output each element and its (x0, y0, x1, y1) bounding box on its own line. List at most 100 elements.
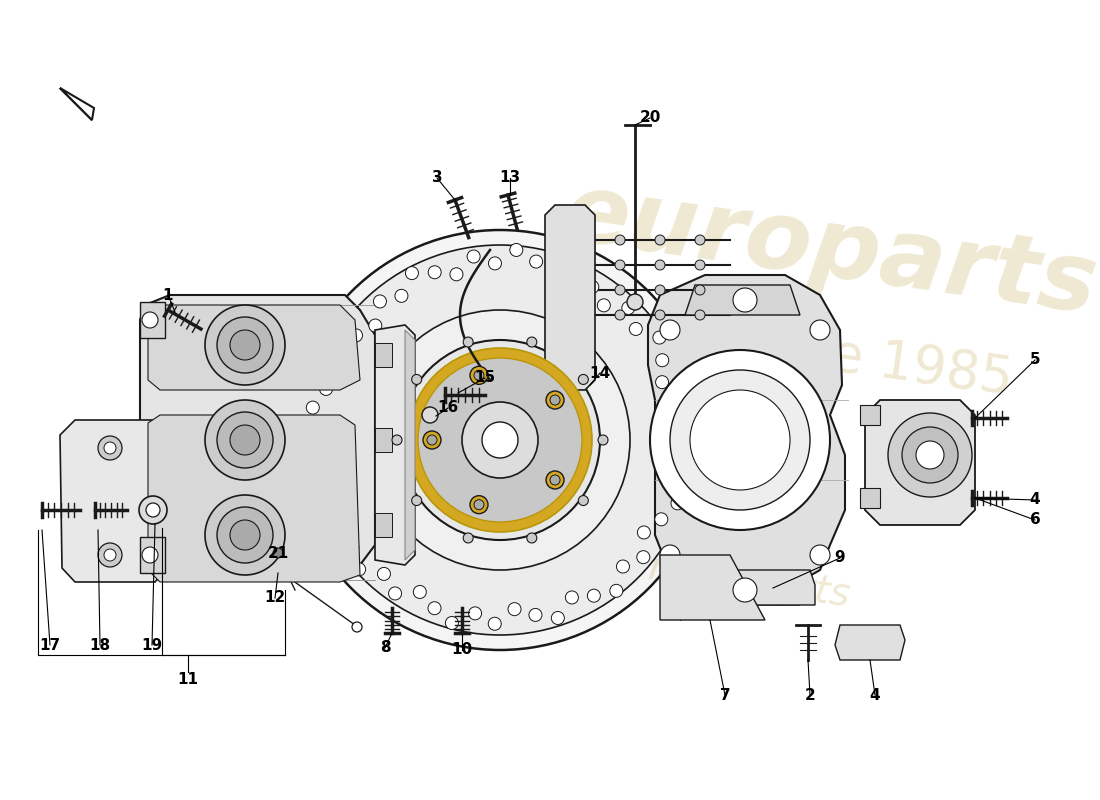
Circle shape (309, 444, 322, 457)
Circle shape (392, 435, 402, 445)
Circle shape (408, 348, 592, 532)
Circle shape (320, 382, 332, 395)
Circle shape (418, 358, 582, 522)
Circle shape (609, 584, 623, 598)
Circle shape (654, 235, 666, 245)
Circle shape (373, 295, 386, 308)
Circle shape (550, 475, 560, 485)
Circle shape (345, 541, 359, 554)
Circle shape (810, 320, 830, 340)
Circle shape (654, 310, 666, 320)
Circle shape (888, 413, 972, 497)
Circle shape (530, 255, 542, 268)
Text: 17: 17 (40, 638, 60, 653)
Circle shape (690, 390, 790, 490)
Circle shape (428, 602, 441, 614)
Circle shape (230, 425, 260, 455)
Polygon shape (148, 305, 360, 390)
Circle shape (527, 533, 537, 543)
Circle shape (621, 302, 635, 314)
Circle shape (139, 496, 167, 524)
Circle shape (550, 395, 560, 405)
Text: 21: 21 (267, 546, 288, 561)
Circle shape (565, 591, 579, 604)
Circle shape (902, 427, 958, 483)
Polygon shape (865, 400, 975, 525)
Text: 16: 16 (438, 401, 459, 415)
Circle shape (551, 611, 564, 625)
Text: 15: 15 (474, 370, 496, 386)
Polygon shape (405, 330, 415, 560)
Circle shape (654, 513, 668, 526)
Circle shape (597, 299, 611, 312)
Circle shape (654, 285, 666, 295)
Polygon shape (140, 302, 165, 338)
Circle shape (377, 567, 390, 581)
Circle shape (450, 268, 463, 281)
Circle shape (411, 495, 421, 506)
Circle shape (400, 340, 600, 540)
Text: a passion for parts: a passion for parts (488, 526, 852, 614)
Circle shape (306, 401, 319, 414)
Circle shape (470, 366, 488, 384)
Circle shape (674, 391, 688, 404)
Polygon shape (648, 275, 845, 590)
Circle shape (695, 310, 705, 320)
Circle shape (411, 374, 421, 385)
Text: 3: 3 (431, 170, 442, 186)
Circle shape (546, 391, 564, 409)
Polygon shape (685, 575, 800, 605)
Polygon shape (860, 488, 880, 508)
Circle shape (675, 454, 689, 467)
Circle shape (547, 269, 560, 282)
Circle shape (586, 281, 598, 294)
Circle shape (463, 337, 473, 347)
Circle shape (571, 263, 584, 276)
Text: 14: 14 (590, 366, 610, 381)
Circle shape (654, 260, 666, 270)
Circle shape (217, 317, 273, 373)
Circle shape (368, 319, 382, 332)
Text: 18: 18 (89, 638, 111, 653)
Circle shape (488, 618, 502, 630)
Circle shape (810, 545, 830, 565)
Text: 11: 11 (177, 673, 198, 687)
Circle shape (598, 435, 608, 445)
Circle shape (629, 322, 642, 335)
Polygon shape (60, 420, 165, 582)
Circle shape (205, 400, 285, 480)
Text: 5: 5 (1030, 353, 1041, 367)
Circle shape (104, 442, 116, 454)
Circle shape (205, 305, 285, 385)
Circle shape (104, 549, 116, 561)
Polygon shape (60, 88, 94, 120)
Circle shape (350, 329, 363, 342)
Circle shape (546, 471, 564, 489)
Circle shape (98, 436, 122, 460)
Circle shape (615, 260, 625, 270)
Text: since 1985: since 1985 (724, 314, 1016, 406)
Text: 19: 19 (142, 638, 163, 653)
Circle shape (353, 563, 365, 576)
Circle shape (427, 435, 437, 445)
Circle shape (326, 462, 339, 475)
Circle shape (321, 484, 334, 497)
Circle shape (508, 602, 521, 616)
Polygon shape (860, 405, 880, 425)
Circle shape (370, 310, 630, 570)
Circle shape (916, 441, 944, 469)
Circle shape (352, 622, 362, 632)
Circle shape (660, 320, 680, 340)
Text: 20: 20 (639, 110, 661, 126)
Circle shape (656, 376, 669, 389)
Circle shape (388, 587, 401, 600)
Polygon shape (375, 428, 392, 452)
Circle shape (671, 497, 684, 510)
Circle shape (318, 423, 331, 437)
Circle shape (474, 370, 484, 380)
Circle shape (142, 547, 158, 563)
Circle shape (406, 266, 418, 280)
Text: 9: 9 (835, 550, 845, 566)
Circle shape (733, 578, 757, 602)
Circle shape (509, 243, 522, 257)
